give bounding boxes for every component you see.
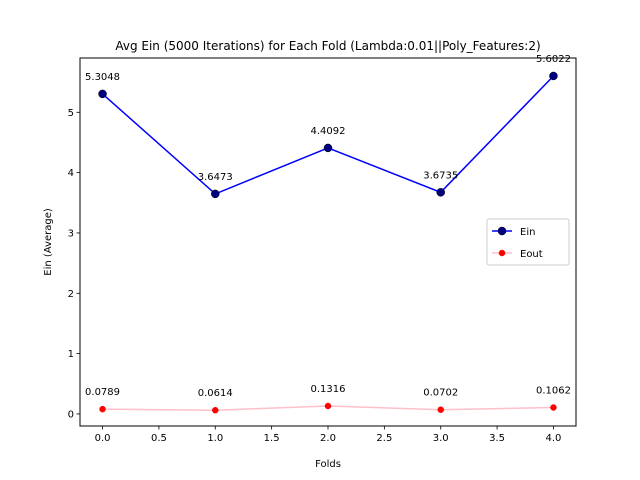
- x-tick-label: 3.0: [433, 433, 449, 444]
- y-tick-label: 3: [68, 228, 74, 239]
- legend: Ein Eout: [486, 218, 570, 266]
- legend-label-eout: Eout: [520, 249, 543, 260]
- legend-marker-ein: [497, 226, 507, 236]
- x-tick-label: 0.5: [151, 433, 167, 444]
- data-label-ein: 3.6735: [423, 170, 458, 181]
- plot-frame: [79, 57, 577, 427]
- legend-label-ein: Ein: [520, 227, 535, 238]
- data-label-eout: 0.0614: [198, 388, 233, 399]
- x-tick-label: 3.5: [489, 433, 505, 444]
- y-tick-label: 1: [68, 349, 74, 360]
- data-label-ein: 3.6473: [198, 172, 233, 183]
- y-tick-label: 2: [68, 289, 74, 300]
- data-label-ein: 4.4092: [311, 126, 346, 137]
- y-tick-label: 5: [68, 108, 74, 119]
- data-point-ein: [549, 71, 558, 81]
- x-tick-label: 1.5: [264, 433, 280, 444]
- data-point-eout: [212, 406, 219, 414]
- x-tick-label: 2.0: [320, 433, 336, 444]
- plot-content: 5.3048 3.6473 4.4092 3.6735 5.6022 0.0789 0.06…: [85, 54, 571, 414]
- data-label-eout: 0.0702: [423, 388, 458, 399]
- data-label-eout: 0.0789: [85, 387, 120, 398]
- data-point-ein: [98, 89, 107, 99]
- legend-marker-eout: [498, 249, 506, 257]
- x-tick-label: 0.0: [95, 433, 111, 444]
- legend-entry-eout: Eout: [492, 249, 543, 260]
- x-tick-label: 4.0: [546, 433, 562, 444]
- y-axis-title: Ein (Average): [43, 208, 54, 276]
- x-axis-title: Folds: [315, 459, 341, 470]
- data-point-ein: [211, 189, 220, 199]
- x-tick-label: 2.5: [376, 433, 392, 444]
- chart-title: Avg Ein (5000 Iterations) for Each Fold …: [115, 39, 540, 53]
- data-point-ein: [436, 188, 445, 197]
- data-point-eout: [437, 406, 444, 413]
- data-label-eout: 0.1316: [311, 384, 346, 395]
- x-axis: 0.0 0.5 1.0 1.5 2.0 2.5 3.0 3.5 4.0: [95, 426, 562, 444]
- data-label-eout: 0.1062: [536, 386, 571, 397]
- data-point-eout: [99, 405, 106, 413]
- x-tick-label: 1.0: [207, 433, 223, 444]
- y-tick-label: 0: [68, 409, 74, 420]
- data-point-ein: [323, 143, 333, 153]
- data-label-ein: 5.3048: [85, 72, 120, 83]
- y-tick-label: 4: [68, 168, 74, 179]
- data-label-ein: 5.6022: [536, 54, 571, 65]
- legend-entry-ein: Ein: [492, 226, 535, 238]
- data-point-eout: [550, 404, 557, 411]
- data-point-eout: [324, 402, 332, 410]
- y-axis: 0 1 2 3 4 5: [68, 108, 80, 420]
